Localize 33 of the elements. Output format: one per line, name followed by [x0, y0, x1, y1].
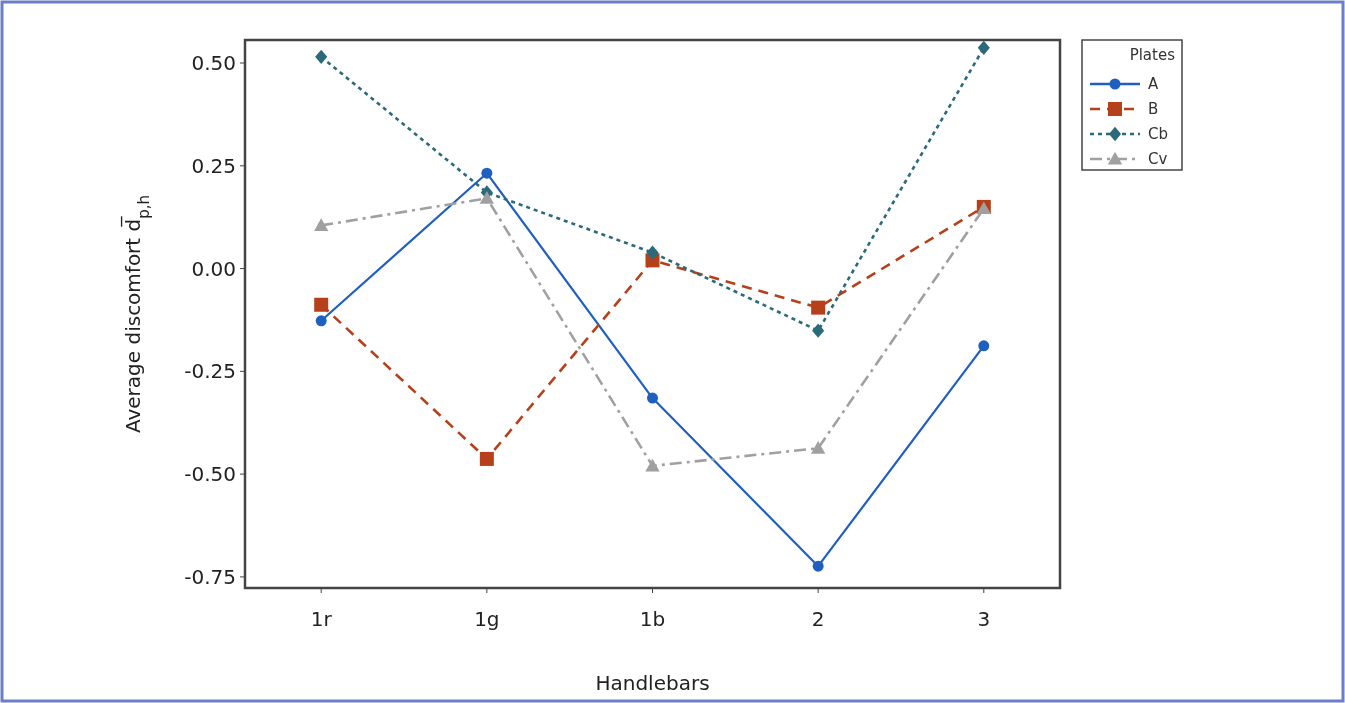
point [314, 218, 329, 231]
point [314, 297, 329, 312]
point [645, 458, 660, 472]
point [812, 560, 824, 572]
x-axis-title: Handlebars [595, 671, 710, 695]
x-tick-label: 1b [639, 607, 666, 631]
point [811, 441, 826, 454]
legend-label: A [1148, 75, 1159, 94]
point [479, 451, 494, 466]
x-tick-label: 2 [811, 607, 825, 631]
point [978, 340, 990, 352]
point [646, 245, 659, 260]
y-tick-label: 0.50 [191, 51, 236, 76]
point [315, 49, 328, 65]
point [811, 300, 826, 315]
point [812, 323, 825, 338]
legend-label: Cb [1148, 125, 1168, 144]
legend-title: Plates [1129, 46, 1176, 64]
legend-label: B [1148, 100, 1159, 119]
y-tick-label: -0.50 [184, 462, 236, 487]
point [479, 191, 494, 204]
x-tick-label: 1r [310, 607, 333, 631]
y-tick-label: -0.75 [184, 564, 236, 589]
point [481, 167, 493, 179]
y-tick-label: 0.25 [191, 153, 236, 178]
y-tick-label: -0.25 [184, 359, 236, 384]
point [315, 315, 327, 327]
point [647, 392, 658, 404]
x-tick-label: 1g [474, 607, 500, 631]
y-tick-label: 0.00 [191, 256, 236, 281]
x-tick-label: 3 [977, 607, 991, 631]
legend-label: Cv [1148, 150, 1168, 169]
point [977, 40, 990, 55]
